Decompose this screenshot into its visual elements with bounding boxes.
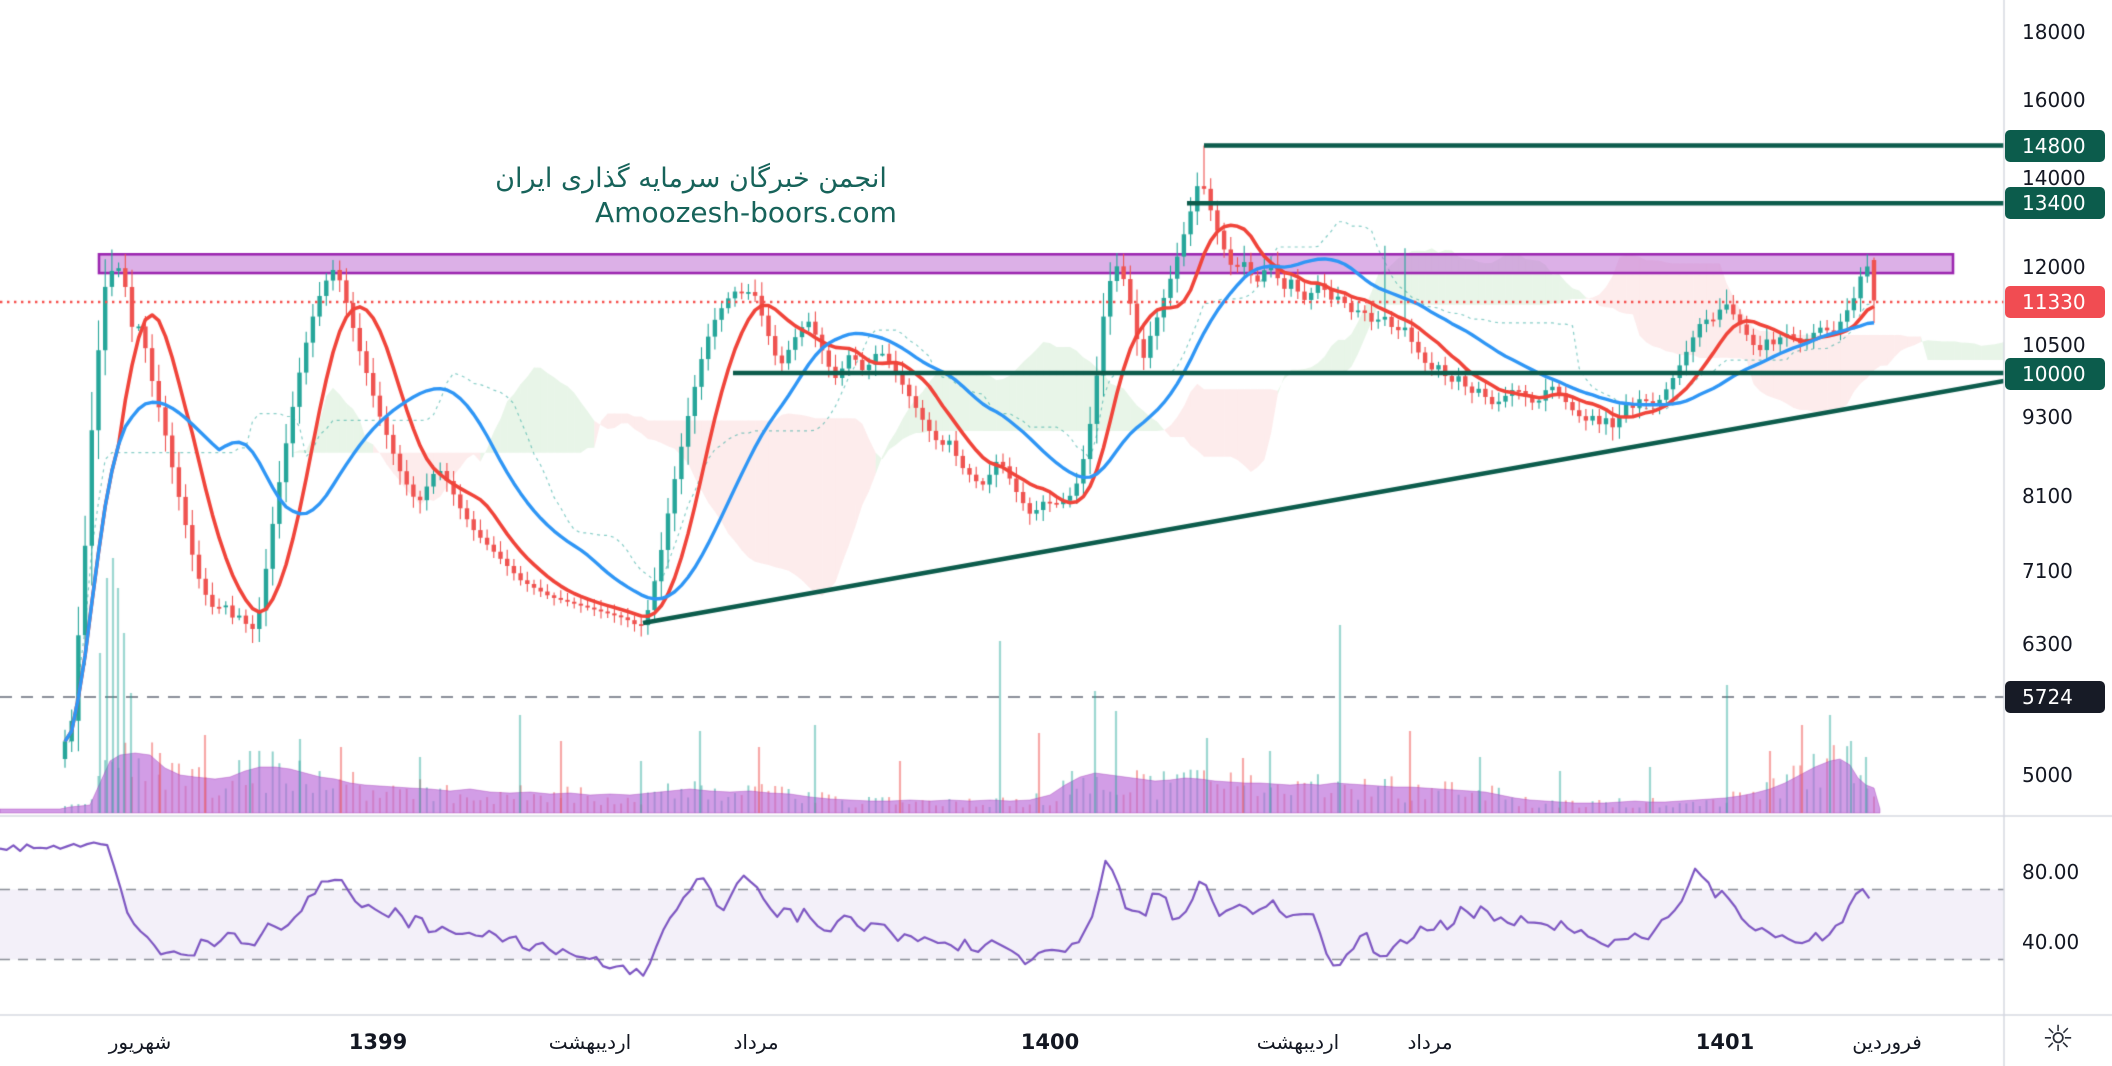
price-tick-10500: 10500	[2022, 333, 2086, 357]
time-label-ordibehesht-2: اردیبهشت	[1256, 1030, 1340, 1054]
time-label-farvardin: فروردین	[1852, 1030, 1922, 1054]
time-label-mordad-1: مرداد	[733, 1030, 779, 1054]
rsi-tick-80: 80.00	[2022, 860, 2080, 884]
price-tick-5000: 5000	[2022, 763, 2073, 787]
watermark-line-url: Amoozesh-boors.com	[595, 196, 897, 229]
price-tick-8100: 8100	[2022, 484, 2073, 508]
price-badge-13400: 13400	[2005, 187, 2105, 219]
settings-icon[interactable]: ☼	[2041, 1019, 2075, 1060]
price-tick-14000: 14000	[2022, 166, 2086, 190]
price-tick-18000: 18000	[2022, 20, 2086, 44]
rsi-tick-40: 40.00	[2022, 930, 2080, 954]
price-badge-current-11330: 11330	[2005, 286, 2105, 318]
time-label-ordibehesht-1: اردیبهشت	[548, 1030, 632, 1054]
price-tick-16000: 16000	[2022, 88, 2086, 112]
time-label-1401: 1401	[1695, 1030, 1755, 1054]
time-label-mordad-2: مرداد	[1407, 1030, 1453, 1054]
watermark-line-fa: انجمن خبرگان سرمایه گذاری ایران	[495, 163, 887, 194]
time-label-1399: 1399	[348, 1030, 408, 1054]
time-label-shahrivar: شهریور	[108, 1030, 172, 1054]
price-tick-12000: 12000	[2022, 255, 2086, 279]
price-tick-9300: 9300	[2022, 405, 2073, 429]
time-label-1400: 1400	[1020, 1030, 1080, 1054]
price-badge-5724: 5724	[2005, 681, 2105, 713]
price-tick-7100: 7100	[2022, 559, 2073, 583]
price-tick-6300: 6300	[2022, 632, 2073, 656]
price-badge-14800: 14800	[2005, 130, 2105, 162]
price-badge-10000: 10000	[2005, 358, 2105, 390]
